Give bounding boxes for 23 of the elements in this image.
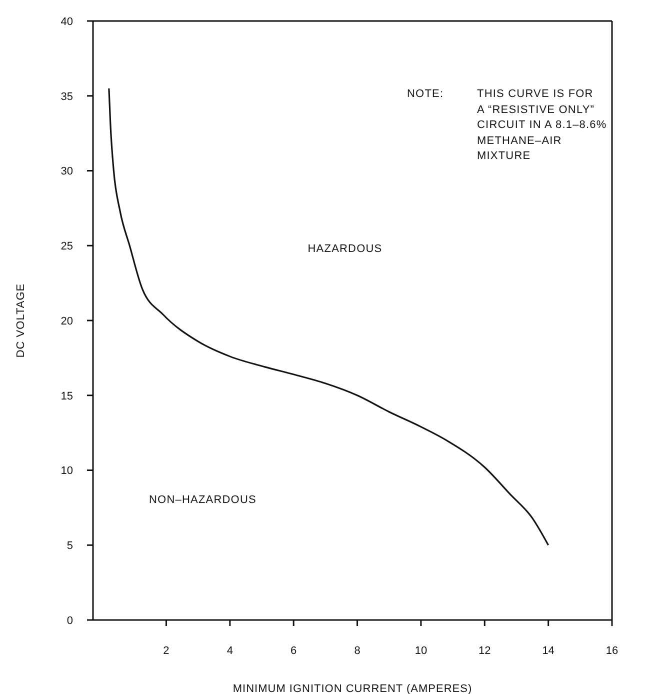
y-tick-label: 40 (60, 16, 73, 28)
x-tick-label: 4 (226, 644, 233, 657)
y-tick-label: 25 (60, 240, 73, 253)
y-tick-label: 30 (60, 166, 73, 178)
y-tick-label: 0 (66, 614, 73, 627)
annotation: NOTE: (407, 87, 444, 102)
x-tick-label: 14 (542, 644, 554, 657)
x-tick-label: 10 (414, 644, 428, 657)
y-tick-label: 10 (60, 465, 73, 478)
annotation: NON–HAZARDOUS (149, 493, 256, 508)
x-tick-label: 2 (163, 644, 170, 657)
annotation: HAZARDOUS (308, 242, 382, 257)
x-tick-label: 6 (290, 644, 297, 657)
y-tick-label: 5 (66, 540, 73, 552)
y-tick-label: 35 (60, 90, 73, 103)
y-axis-title: DC VOLTAGE (14, 283, 27, 358)
y-tick-label: 20 (60, 315, 73, 328)
y-tick-label: 15 (60, 390, 73, 402)
x-tick-label: 12 (478, 644, 491, 657)
x-tick-label: 16 (606, 644, 618, 657)
annotation: THIS CURVE IS FOR A “RESISTIVE ONLY” CIRCUIT IN A 8.1–8.6% METHANE–AIR MIXTURE (477, 87, 607, 164)
x-axis-title: MINIMUM IGNITION CURRENT (AMPERES) (232, 683, 472, 694)
x-tick-label: 8 (354, 644, 360, 657)
